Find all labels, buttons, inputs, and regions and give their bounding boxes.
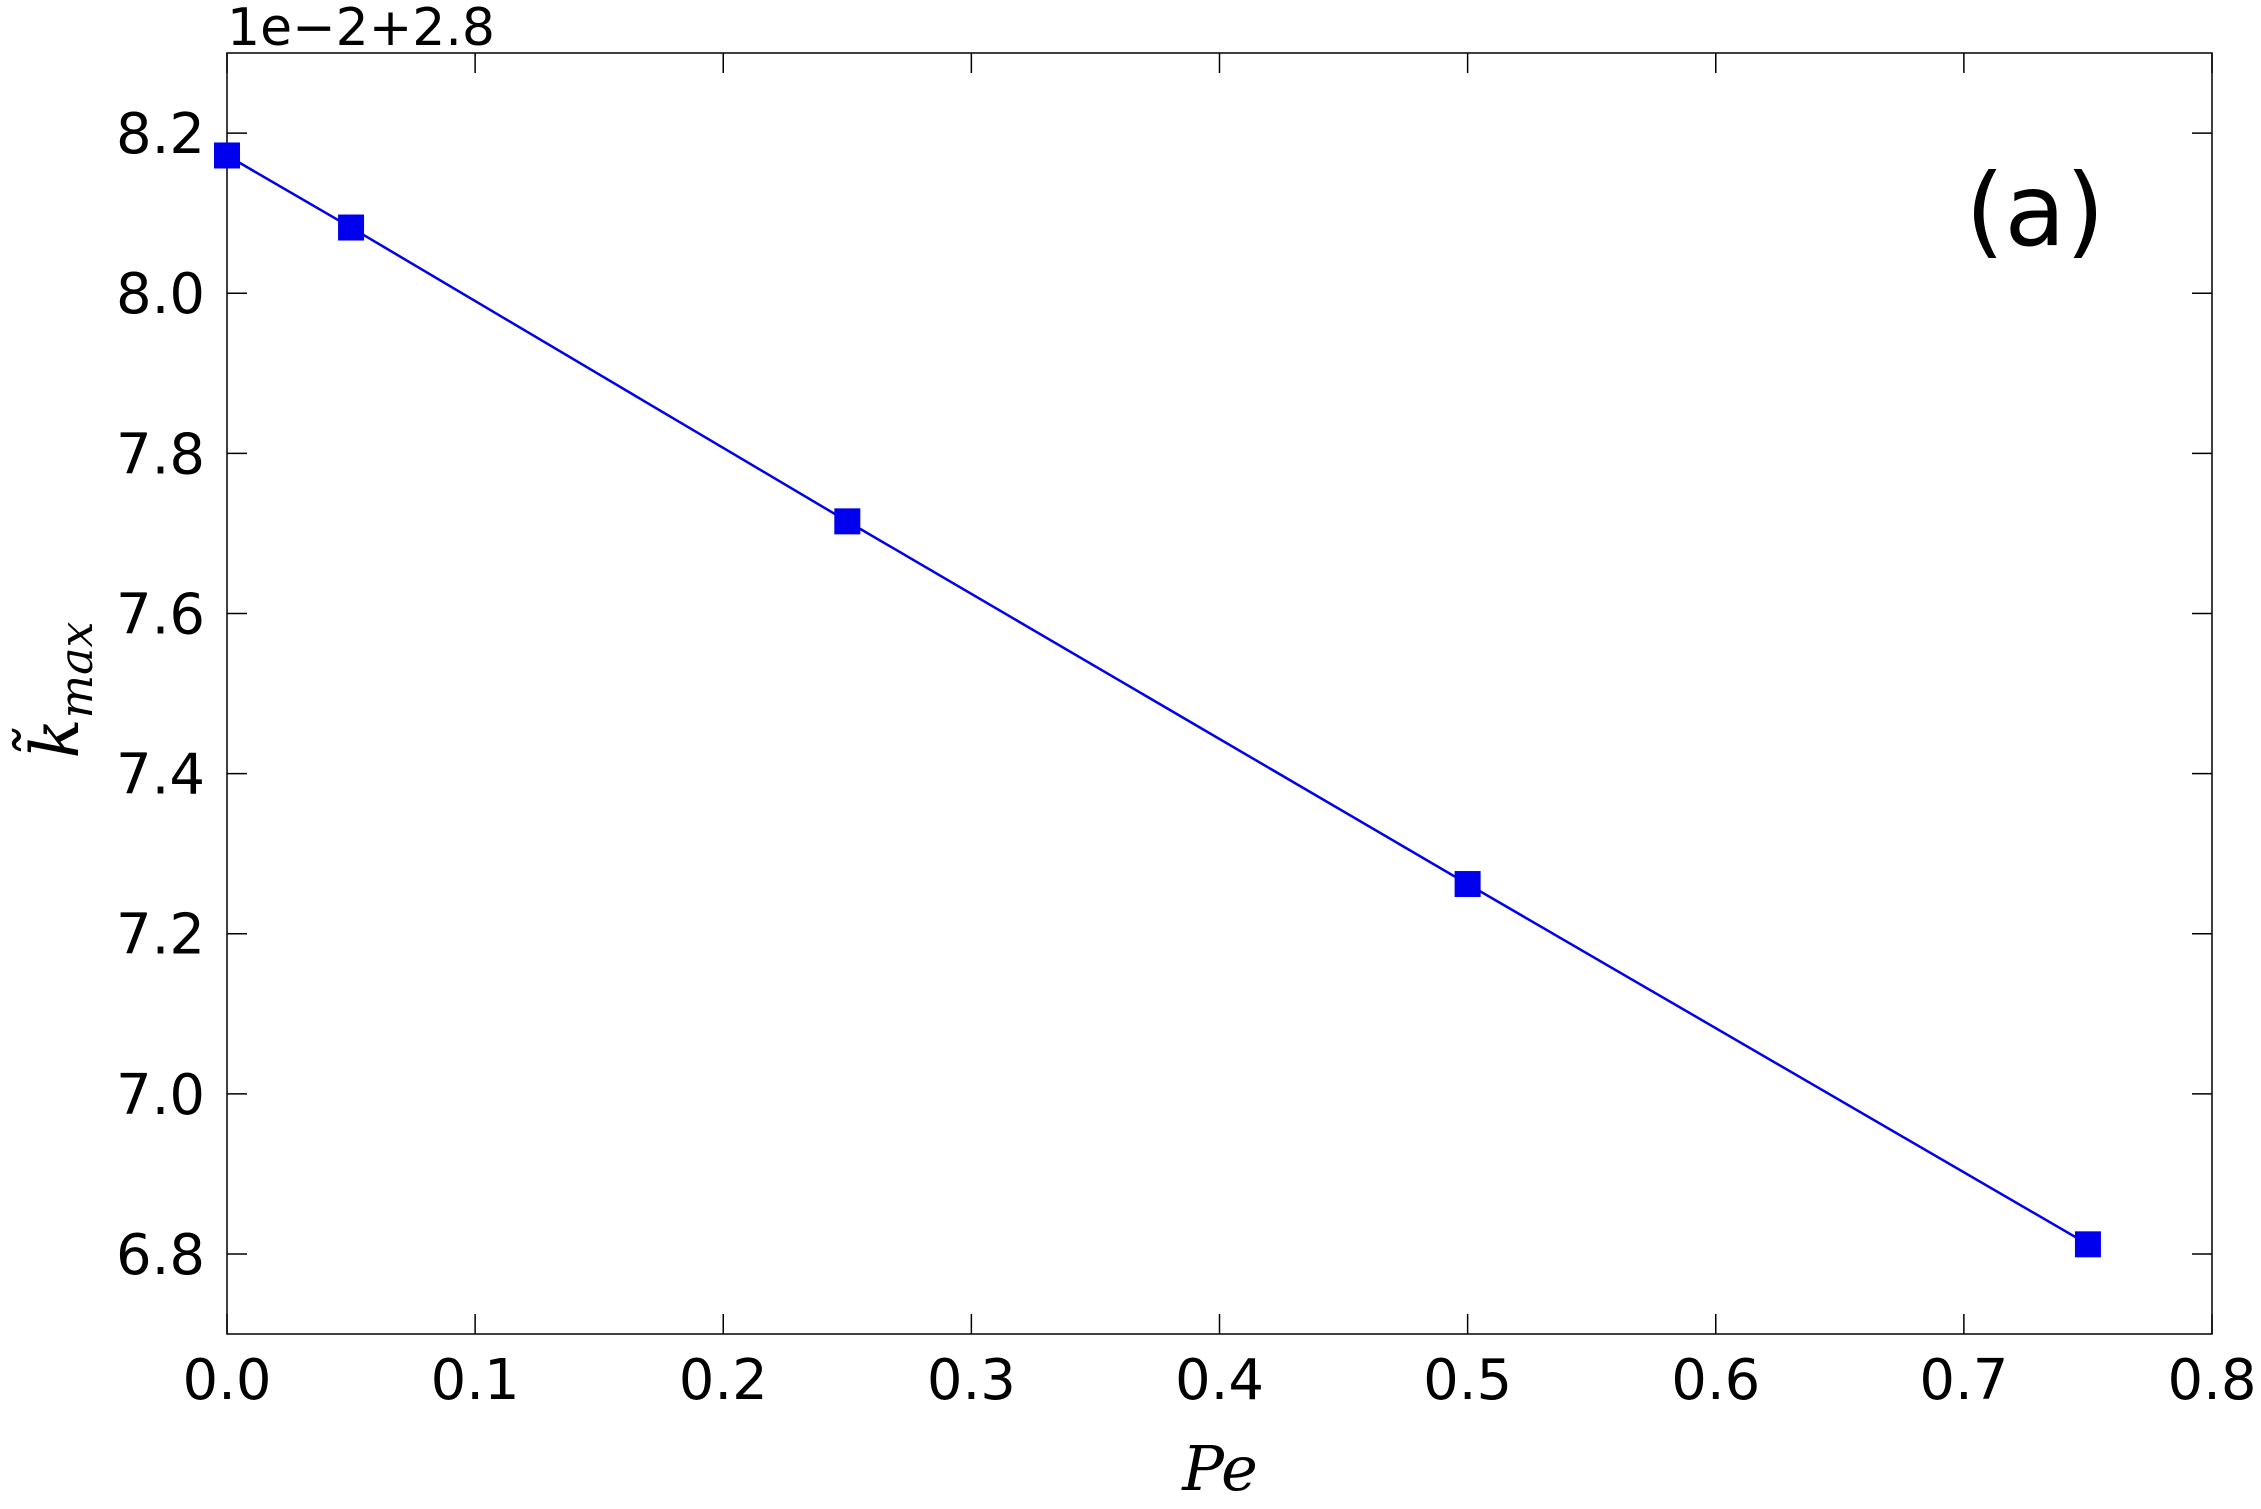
x-tick-label: 0.0 <box>182 1348 271 1413</box>
plot-frame <box>226 52 2213 1335</box>
y-tick-label: 7.4 <box>116 743 205 808</box>
y-axis-label-base: k̃ <box>12 719 94 759</box>
y-tick-label: 6.8 <box>116 1223 205 1288</box>
marker <box>834 508 861 535</box>
y-tick-label: 7.0 <box>116 1063 205 1128</box>
x-tick-label: 0.8 <box>2167 1348 2256 1413</box>
marker <box>1454 871 1481 898</box>
marker <box>214 142 240 169</box>
y-tick-label: 7.2 <box>116 903 205 968</box>
y-axis-label: k̃max <box>12 621 103 758</box>
x-tick-label: 0.6 <box>1671 1348 1760 1413</box>
x-tick-label: 0.3 <box>927 1348 1016 1413</box>
x-tick-label: 0.4 <box>1175 1348 1264 1413</box>
x-tick-label: 0.7 <box>1919 1348 2008 1413</box>
annotation: (a) <box>1965 152 2104 269</box>
y-tick-label: 7.6 <box>116 582 205 647</box>
y-tick-label: 7.8 <box>116 422 205 487</box>
y-tick-label: 8.0 <box>116 262 205 327</box>
x-tick-label: 0.2 <box>679 1348 768 1413</box>
x-tick-label: 0.1 <box>431 1348 520 1413</box>
line <box>226 154 2089 1246</box>
offset-text: 1e−2+2.8 <box>227 0 495 58</box>
marker <box>338 214 365 241</box>
marker <box>2074 1231 2101 1258</box>
x-axis-label: Pe <box>1181 1432 1258 1505</box>
y-tick-label: 8.2 <box>116 102 205 167</box>
x-tick-label: 0.5 <box>1423 1348 1512 1413</box>
y-axis-label-subscript: max <box>49 621 103 718</box>
